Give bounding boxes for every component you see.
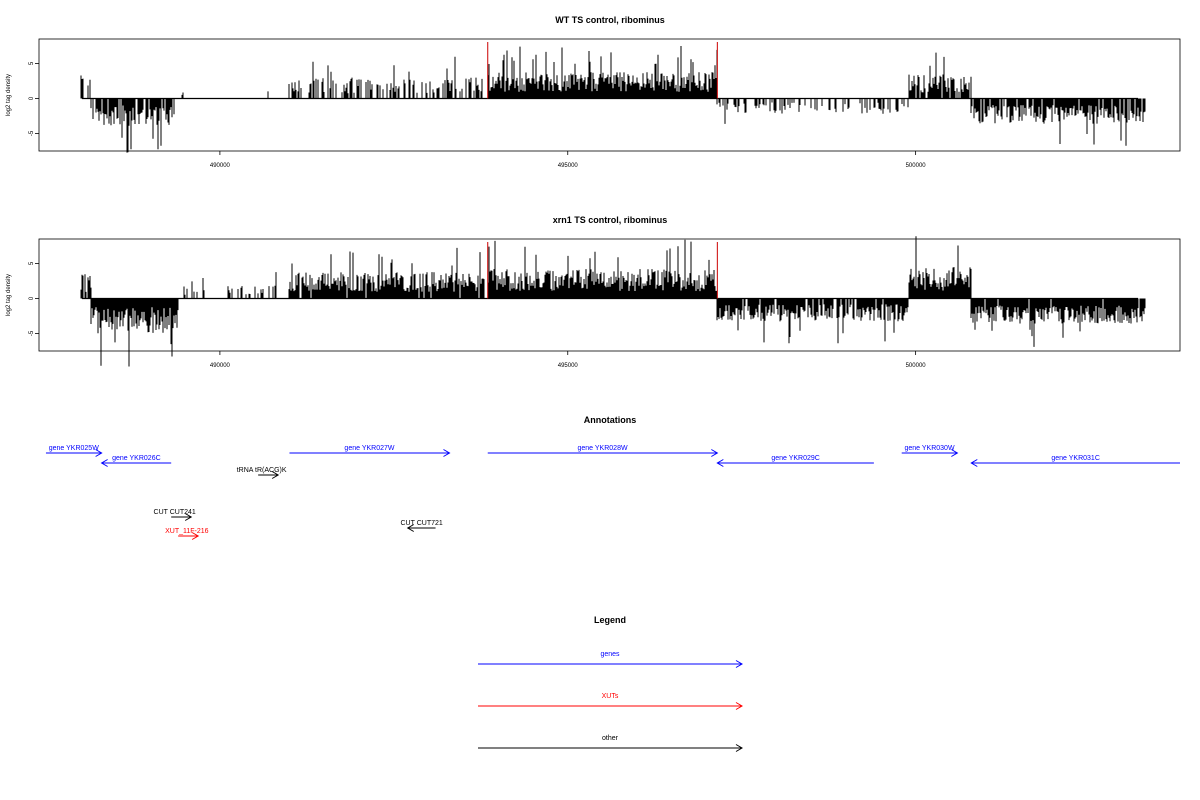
feature-label: CUT CUT241 <box>154 509 196 516</box>
annotation-feature: gene YKR027W <box>289 445 451 457</box>
x-tick-label: 500000 <box>906 363 927 369</box>
x-tick-label: 495000 <box>558 163 579 169</box>
coverage-bars <box>80 46 1146 153</box>
annotation-feature: gene YKR028W <box>487 445 719 457</box>
panel-title: WT TS control, ribominus <box>555 15 665 25</box>
annotation-feature: gene YKR026C <box>100 455 172 467</box>
arrow-head-icon <box>95 449 103 457</box>
feature-label: gene YKR030W <box>904 445 954 452</box>
legend-item: other <box>478 735 743 752</box>
coverage-bar <box>80 236 1146 367</box>
y-axis-label: log2 tag density <box>6 74 12 116</box>
y-tick-label: 5 <box>29 261 35 265</box>
feature-label: gene YKR031C <box>1051 455 1100 462</box>
plot-frame <box>38 38 1181 152</box>
y-tick-label: 0 <box>29 296 35 300</box>
y-tick-label: 0 <box>29 96 35 100</box>
arrow-head-icon <box>191 532 200 540</box>
arrow-head-icon <box>443 449 451 457</box>
feature-label: XUT_11F-216 <box>165 528 209 535</box>
arrow-head-icon <box>406 524 414 532</box>
arrow-head-icon <box>970 459 978 467</box>
y-tick-label: 5 <box>29 61 35 65</box>
annotation-feature: CUT CUT721 <box>401 520 443 532</box>
feature-label: gene YKR027W <box>344 445 394 452</box>
annotation-feature: gene YKR030W <box>901 445 959 457</box>
legend-label: other <box>602 735 619 742</box>
legend-items: genes XUTs other <box>478 651 743 752</box>
legend-label: genes <box>600 651 620 658</box>
wt-coverage-panel: WT TS control, ribominus log2 tag densit… <box>6 15 1181 169</box>
feature-label: tRNA tR(ACG)K <box>237 467 287 474</box>
annotation-feature: gene YKR031C <box>970 455 1180 467</box>
x-axis: 490000 495000 500000 <box>210 351 926 369</box>
x-tick-label: 495000 <box>558 363 579 369</box>
annotation-feature: gene YKR029C <box>716 455 874 467</box>
annotation-feature: XUT_11F-216 <box>165 528 209 540</box>
feature-label: gene YKR026C <box>112 455 161 462</box>
y-tick-label: -5 <box>29 130 35 136</box>
arrow-head-icon <box>735 660 743 668</box>
annotation-features: gene YKR025W gene YKR026C tRNA tR(ACG)K gen… <box>45 445 1180 540</box>
panel-title: xrn1 TS control, ribominus <box>553 215 668 225</box>
legend-item: XUTs <box>478 693 743 710</box>
arrow-head-icon <box>735 744 743 752</box>
arrow-head-icon <box>716 459 724 467</box>
x-tick-label: 490000 <box>210 163 231 169</box>
plot-frame <box>38 238 1181 352</box>
y-axis: -5 0 5 <box>29 261 39 336</box>
annotations-title: Annotations <box>584 415 637 425</box>
y-axis: -5 0 5 <box>29 61 39 136</box>
coverage-bars <box>80 236 1146 367</box>
y-tick-label: -5 <box>29 330 35 336</box>
y-axis-label: log2 tag density <box>6 274 12 316</box>
feature-label: gene YKR028W <box>578 445 628 452</box>
boundary-markers <box>487 242 718 299</box>
x-axis: 490000 495000 500000 <box>210 151 926 169</box>
legend-label: XUTs <box>602 693 619 700</box>
feature-label: gene YKR025W <box>49 445 99 452</box>
feature-label: CUT CUT721 <box>401 520 443 527</box>
arrow-head-icon <box>735 702 743 710</box>
legend-title: Legend <box>594 615 626 625</box>
arrow-head-icon <box>271 471 280 479</box>
annotation-track: Annotations gene YKR025W gene YKR026C tRNA… <box>45 415 1180 540</box>
legend-item: genes <box>478 651 743 668</box>
feature-label: gene YKR029C <box>771 455 820 462</box>
x-tick-label: 500000 <box>906 163 927 169</box>
arrow-head-icon <box>711 449 719 457</box>
coverage-bar <box>80 46 1146 153</box>
arrow-head-icon <box>184 513 193 521</box>
legend: Legend genes XUTs other <box>478 615 743 752</box>
annotation-feature: gene YKR025W <box>45 445 103 457</box>
boundary-markers <box>487 42 718 99</box>
annotation-feature: tRNA tR(ACG)K <box>237 467 287 479</box>
xrn1-coverage-panel: xrn1 TS control, ribominus log2 tag dens… <box>6 215 1181 369</box>
arrow-head-icon <box>100 459 108 467</box>
annotation-feature: CUT CUT241 <box>154 509 196 521</box>
arrow-head-icon <box>951 449 959 457</box>
x-tick-label: 490000 <box>210 363 231 369</box>
